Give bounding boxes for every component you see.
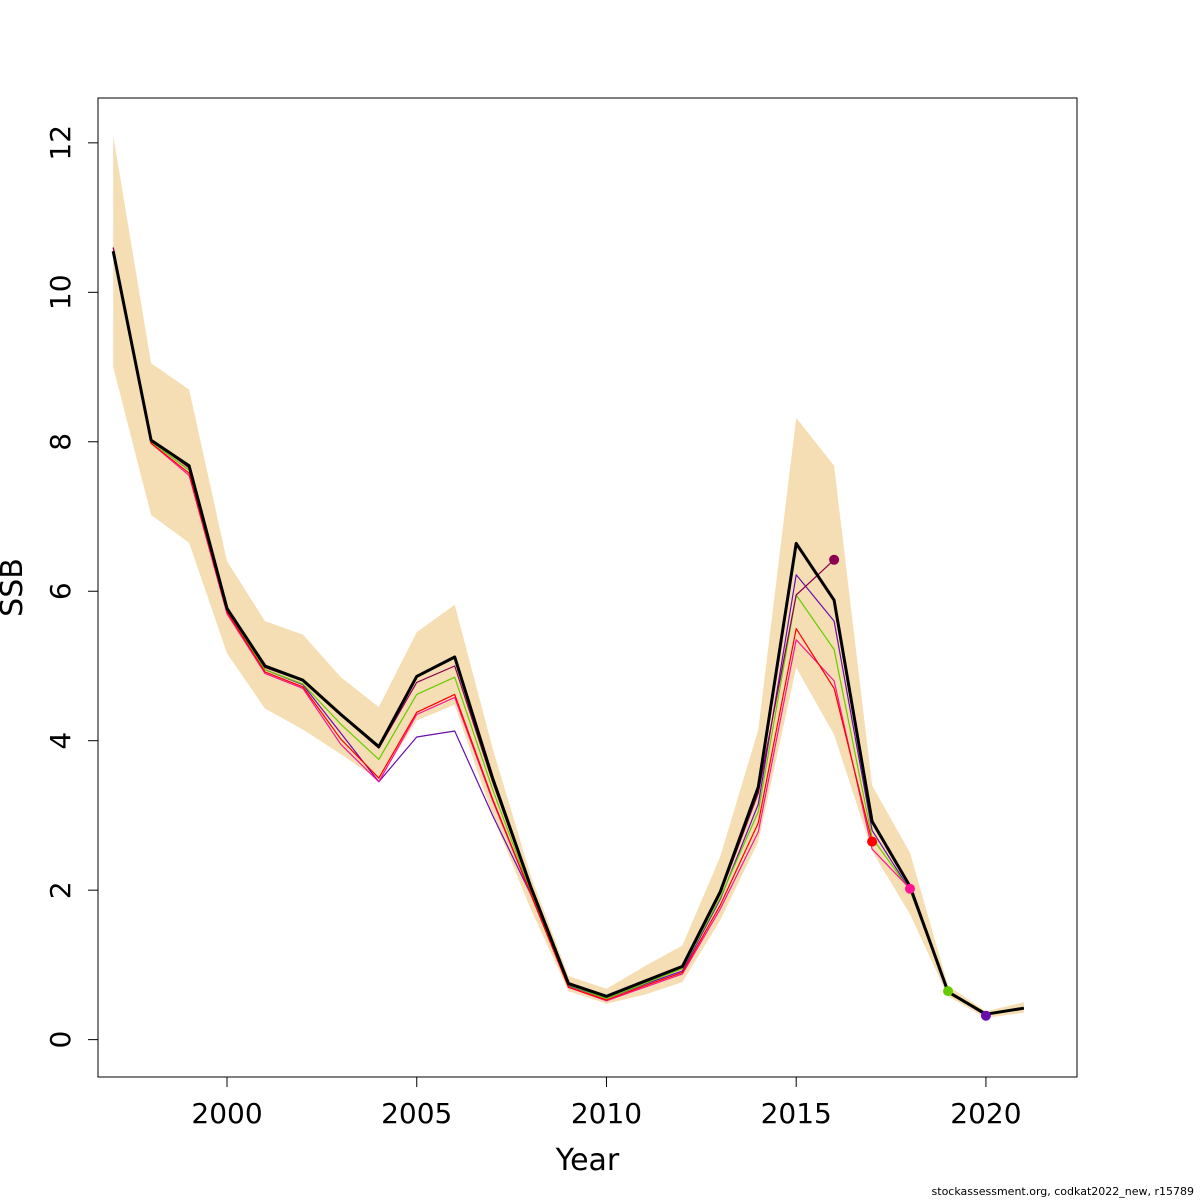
series-line-0 — [111, 250, 1025, 1016]
x-tick-label: 2005 — [381, 1097, 452, 1130]
end-point-0 — [829, 554, 840, 565]
x-axis: 2000 2005 2010 2015 2020 — [191, 1077, 1022, 1130]
x-tick-label: 2020 — [950, 1097, 1021, 1130]
y-tick-label: 4 — [44, 732, 77, 750]
y-tick-label: 6 — [44, 582, 77, 600]
end-points-layer — [829, 554, 991, 1021]
y-axis: 0 2 4 6 8 10 12 — [44, 125, 98, 1049]
y-tick-label: 8 — [44, 433, 77, 451]
series-line-4 — [112, 253, 873, 1001]
confidence-band-layer — [113, 135, 1024, 1018]
y-tick-label: 0 — [44, 1031, 77, 1049]
y-tick-label: 10 — [44, 274, 77, 310]
y-axis-title: SSB — [0, 558, 30, 617]
end-point-2 — [905, 883, 915, 894]
y-tick-label: 12 — [44, 125, 77, 161]
confidence-band — [113, 135, 1024, 1018]
end-point-1 — [867, 836, 878, 847]
x-tick-label: 2010 — [571, 1097, 642, 1130]
end-point-4 — [980, 1010, 991, 1021]
x-axis-title: Year — [555, 1143, 620, 1178]
x-tick-label: 2015 — [761, 1097, 832, 1130]
end-point-3 — [943, 986, 953, 997]
y-tick-label: 2 — [44, 881, 77, 899]
series-layer — [111, 247, 1025, 1017]
plot-frame — [97, 97, 1078, 1078]
footer-credit: stockassessment.org, codkat2022_new, r15… — [931, 1185, 1194, 1198]
x-tick-label: 2000 — [191, 1097, 262, 1130]
